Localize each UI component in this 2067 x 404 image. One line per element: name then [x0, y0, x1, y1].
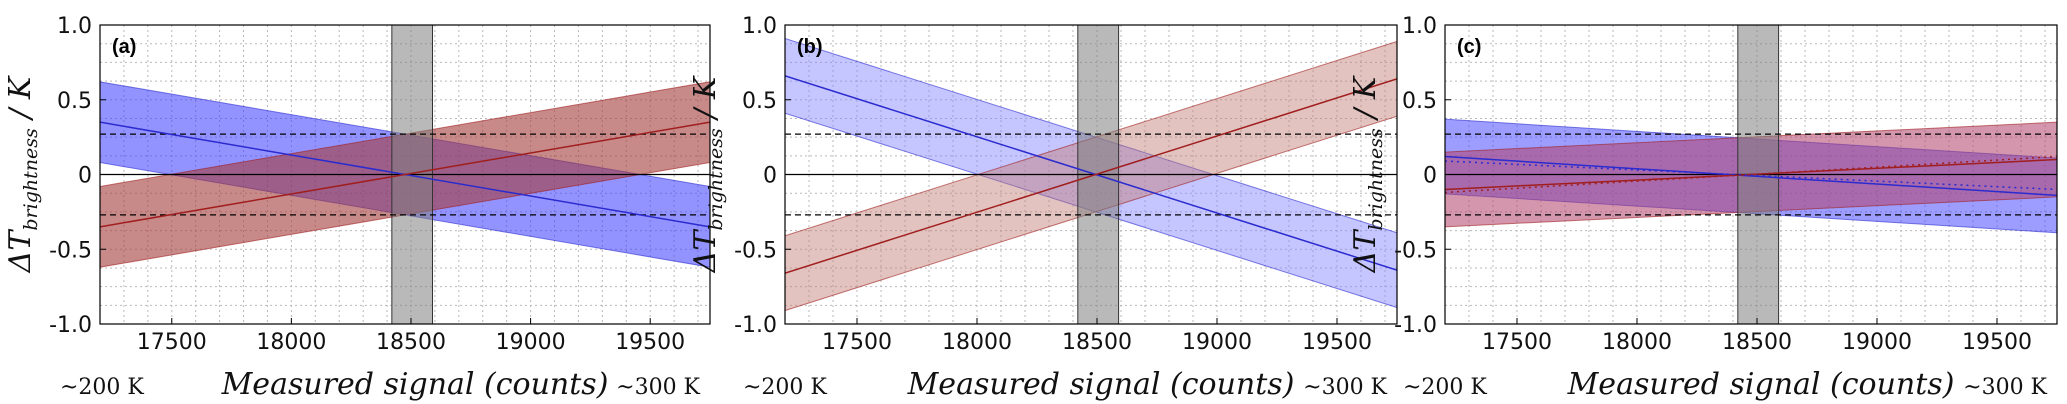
x-tick-label: 18000 [256, 330, 326, 355]
x-left-note: ~200 K [1403, 375, 1487, 400]
x-left-note: ~200 K [60, 375, 144, 400]
x-tick-label: 19500 [1962, 330, 2032, 355]
series-line-2 [785, 78, 1397, 274]
y-tick-label: 1.0 [57, 14, 92, 39]
panel-label: (a) [112, 36, 136, 58]
y-tick-label: -0.5 [49, 238, 92, 263]
x-axis-label: Measured signal (counts) [907, 367, 1295, 402]
y-axis-label-sub: brightness [705, 128, 727, 231]
x-tick-label: 19000 [1182, 330, 1252, 355]
y-tick-label: 0 [78, 164, 92, 189]
x-tick-label: 19000 [1842, 330, 1912, 355]
y-axis-label-suffix: / K [1348, 75, 1383, 128]
x-axis-label: Measured signal (counts) [221, 367, 609, 402]
x-axis-label: Measured signal (counts) [1567, 367, 1955, 402]
x-tick-label: 19000 [496, 330, 566, 355]
y-tick-label: -1.0 [1394, 313, 1437, 338]
y-axis-label: ΔTbrightness / K [1348, 75, 1387, 273]
y-tick-label: -0.5 [734, 238, 777, 263]
y-axis-label-suffix: / K [3, 75, 38, 128]
series-line-4 [1445, 160, 2057, 191]
panel-2: -1.0 -0.5 0 0.5 1.0 17500 18000 18500 19000 19500… [688, 14, 1398, 402]
x-tick-label: 19500 [615, 330, 685, 355]
y-axis-label-sub: brightness [20, 128, 42, 231]
y-axis-label: ΔTbrightness / K [3, 75, 42, 273]
x-right-note: ~300 K [1963, 375, 2047, 400]
y-tick-label: -1.0 [734, 313, 777, 338]
x-tick-label: 18500 [1722, 330, 1792, 355]
panel-3: -1.0 -0.5 0 0.5 1.0 17500 18000 18500 19000 19500… [1348, 14, 2058, 402]
plot-content [100, 25, 710, 324]
x-tick-label: 18500 [1062, 330, 1132, 355]
x-tick-label: 18500 [376, 330, 446, 355]
y-tick-label: 0.5 [1402, 89, 1437, 114]
x-tick-label: 19500 [1302, 330, 1372, 355]
y-tick-label: 1.0 [742, 14, 777, 39]
y-tick-label: -0.5 [1394, 238, 1437, 263]
y-axis-label-main: ΔT [3, 229, 38, 274]
y-tick-label: 0 [1423, 164, 1437, 189]
x-right-note: ~300 K [616, 375, 700, 400]
y-tick-label: 0.5 [57, 89, 92, 114]
y-axis-label: ΔTbrightness / K [688, 75, 727, 273]
series-line-2 [100, 121, 710, 228]
y-tick-label: 0 [763, 164, 777, 189]
y-tick-label: 1.0 [1402, 14, 1437, 39]
y-axis-label-main: ΔT [688, 229, 723, 274]
y-tick-label: 0.5 [742, 89, 777, 114]
panel-1: -1.0 -0.5 0 0.5 1.0 17500 18000 18500 19000 19500… [3, 14, 711, 402]
y-axis-label-suffix: / K [688, 75, 723, 128]
plot-content [1445, 25, 2057, 324]
panel-label: (c) [1457, 36, 1481, 58]
series-line-1 [785, 75, 1397, 271]
x-left-note: ~200 K [743, 375, 827, 400]
y-axis-label-main: ΔT [1348, 229, 1383, 274]
x-right-note: ~300 K [1303, 375, 1387, 400]
x-tick-label: 17500 [822, 330, 892, 355]
x-tick-label: 17500 [1482, 330, 1552, 355]
x-tick-label: 18000 [942, 330, 1012, 355]
panel-label: (b) [797, 36, 823, 58]
x-tick-label: 18000 [1602, 330, 1672, 355]
plot-content [785, 25, 1397, 324]
y-tick-label: -1.0 [49, 313, 92, 338]
y-axis-label-sub: brightness [1365, 128, 1387, 231]
x-tick-label: 17500 [137, 330, 207, 355]
